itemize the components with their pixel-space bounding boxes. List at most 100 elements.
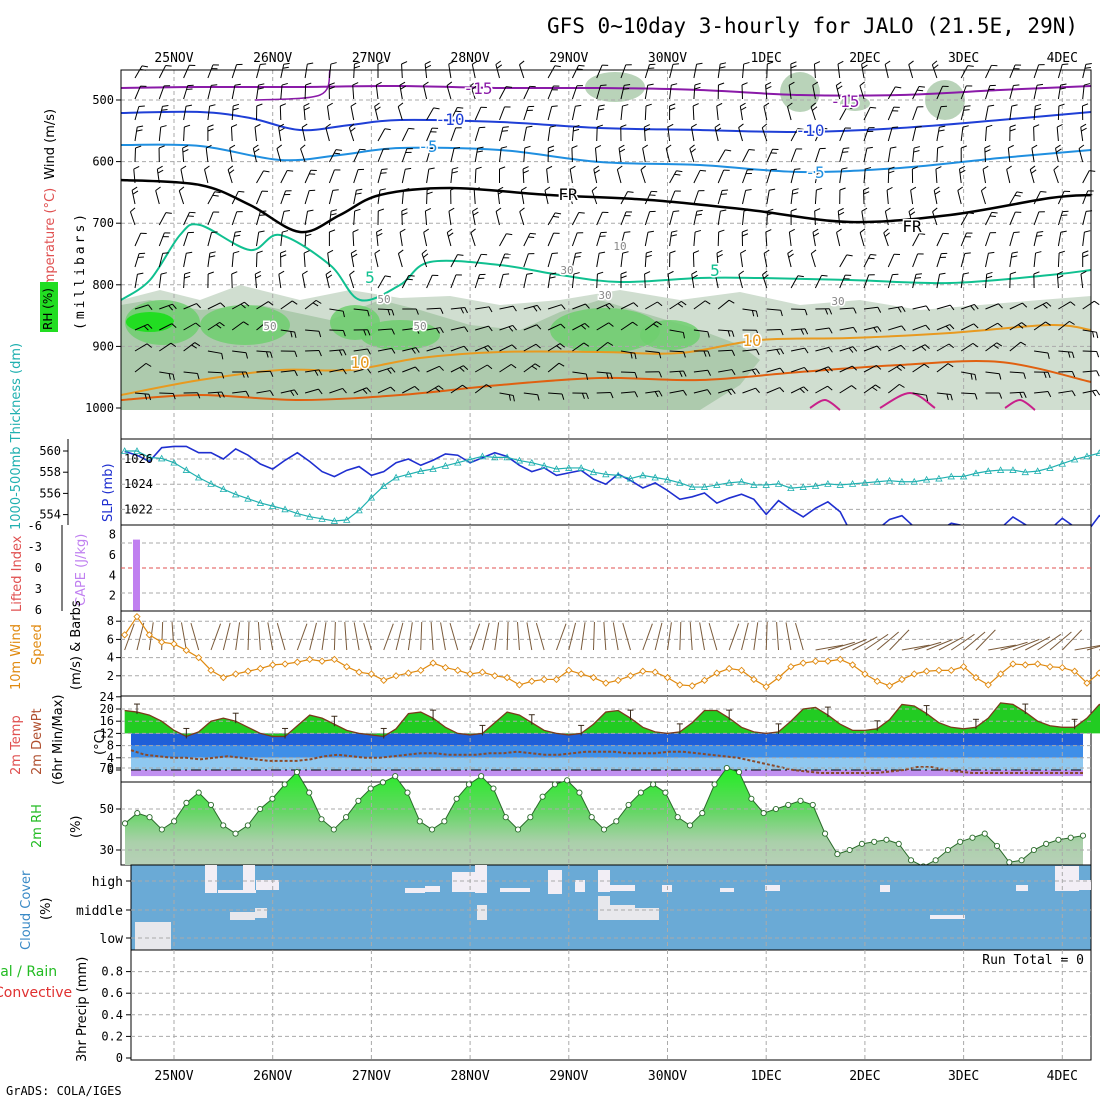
date-label-top: 29NOV bbox=[549, 51, 588, 66]
wind-barb bbox=[159, 303, 173, 310]
wind-barb-flag bbox=[957, 186, 964, 191]
wind-barb bbox=[884, 64, 889, 79]
wind-speed-marker bbox=[1046, 663, 1054, 671]
wind-barb-flag bbox=[646, 250, 653, 254]
temp-band bbox=[131, 757, 1083, 770]
wind-barb bbox=[156, 169, 160, 184]
wind-barb bbox=[523, 304, 538, 310]
wind-barb-flag bbox=[1082, 103, 1089, 107]
thickness-ylabel: 1000-500mb Thickness (dm) bbox=[9, 343, 24, 530]
wind-barb bbox=[1058, 350, 1073, 353]
wind-barb bbox=[134, 362, 147, 373]
thickness-marker bbox=[614, 471, 622, 479]
thickness-marker bbox=[910, 477, 918, 485]
wind-barb bbox=[693, 170, 701, 184]
wind-barb-flag bbox=[670, 234, 677, 237]
wind-barb bbox=[961, 392, 976, 395]
wind-barb-flag bbox=[1055, 144, 1061, 149]
wind-barb bbox=[568, 190, 573, 205]
wind-barb bbox=[158, 127, 162, 142]
wind-barb bbox=[499, 86, 507, 100]
wind-barb bbox=[933, 190, 938, 205]
wind-speed-marker bbox=[528, 677, 536, 685]
wind-barb-flag bbox=[391, 348, 396, 354]
wind-barb bbox=[474, 168, 477, 184]
wind-barb-flag bbox=[448, 232, 454, 237]
wind-barb bbox=[183, 253, 187, 268]
wind-barb bbox=[620, 64, 627, 79]
wind-barb bbox=[374, 106, 379, 121]
wind-barb-flag bbox=[707, 389, 712, 395]
wind-barb bbox=[231, 64, 238, 79]
cloud-cell bbox=[635, 908, 659, 920]
wind-barb bbox=[207, 211, 214, 226]
wind-barb bbox=[328, 190, 334, 205]
wind-barb bbox=[134, 392, 149, 395]
contour-label: 30 bbox=[560, 264, 573, 277]
rh-area bbox=[125, 768, 1083, 867]
wind-barb-flag bbox=[1058, 103, 1065, 107]
wind-barb bbox=[450, 345, 465, 352]
thickness-marker bbox=[232, 490, 240, 498]
wind-barb-flag bbox=[573, 272, 580, 275]
wind-barb-flag bbox=[817, 171, 824, 174]
wind-barb bbox=[912, 86, 920, 100]
wind-barb-flag bbox=[312, 302, 319, 307]
wind-barb bbox=[957, 190, 962, 205]
wind-barb bbox=[814, 128, 822, 142]
wind-barb bbox=[596, 273, 598, 289]
wind-barb-flag bbox=[476, 150, 483, 153]
wind-barb-flag bbox=[862, 64, 868, 69]
rh-marker bbox=[514, 826, 522, 833]
wind-barb-flag bbox=[452, 167, 459, 170]
wind-barb-flag bbox=[334, 152, 341, 155]
wind-barb bbox=[1082, 300, 1095, 310]
wind-barb-flag bbox=[255, 274, 262, 279]
precip-tick-label: 0.4 bbox=[101, 1008, 123, 1022]
surface-barb bbox=[622, 622, 631, 651]
thickness-marker bbox=[996, 466, 1005, 473]
wind-barb bbox=[1009, 106, 1013, 121]
wind-barb-flag bbox=[1084, 83, 1091, 86]
isotherm-20-b bbox=[879, 391, 936, 409]
wind-barb-flag bbox=[622, 104, 629, 107]
tick-label: 900 bbox=[92, 339, 114, 353]
wind-barb bbox=[863, 326, 878, 331]
tick-label: 558 bbox=[39, 465, 61, 479]
wind-barb-flag bbox=[401, 61, 408, 65]
wind-barb-flag bbox=[967, 65, 974, 67]
wind-barb bbox=[1057, 232, 1062, 247]
wind-barb-flag bbox=[658, 371, 662, 378]
wind-barb bbox=[1057, 252, 1060, 268]
wind-barb-flag bbox=[204, 165, 210, 170]
wind-speed-marker bbox=[848, 661, 857, 669]
wind-barb-flag bbox=[803, 386, 809, 392]
wind-barb bbox=[863, 107, 871, 121]
wind-barb-flag bbox=[790, 65, 797, 69]
wind-barb-flag bbox=[172, 374, 175, 381]
wind-barb bbox=[571, 85, 578, 100]
wind-barb-flag bbox=[963, 272, 970, 275]
wind-barb-flag bbox=[755, 349, 760, 356]
wind-barb bbox=[256, 190, 263, 205]
wind-barb-flag bbox=[970, 305, 975, 311]
wind-speed-marker bbox=[651, 668, 659, 676]
wind-barb-flag bbox=[800, 328, 805, 335]
wind-barb bbox=[863, 345, 878, 352]
wind-speed-marker bbox=[367, 670, 376, 678]
thickness-marker bbox=[663, 475, 672, 483]
wind-barb bbox=[426, 107, 435, 121]
wind-barb-flag bbox=[290, 331, 293, 338]
precip-tick-label: 0.8 bbox=[101, 965, 123, 979]
contour-label: -15 bbox=[831, 92, 860, 111]
wind-barb-flag bbox=[804, 328, 809, 335]
wind-barb bbox=[183, 85, 189, 100]
wind-barb-flag bbox=[718, 229, 725, 233]
wind-barb-flag bbox=[790, 61, 797, 65]
surface-barb bbox=[1012, 639, 1040, 651]
wind-barb-flag bbox=[276, 144, 283, 149]
surface-barb bbox=[333, 621, 336, 651]
wind-barb-flag bbox=[1043, 372, 1047, 378]
